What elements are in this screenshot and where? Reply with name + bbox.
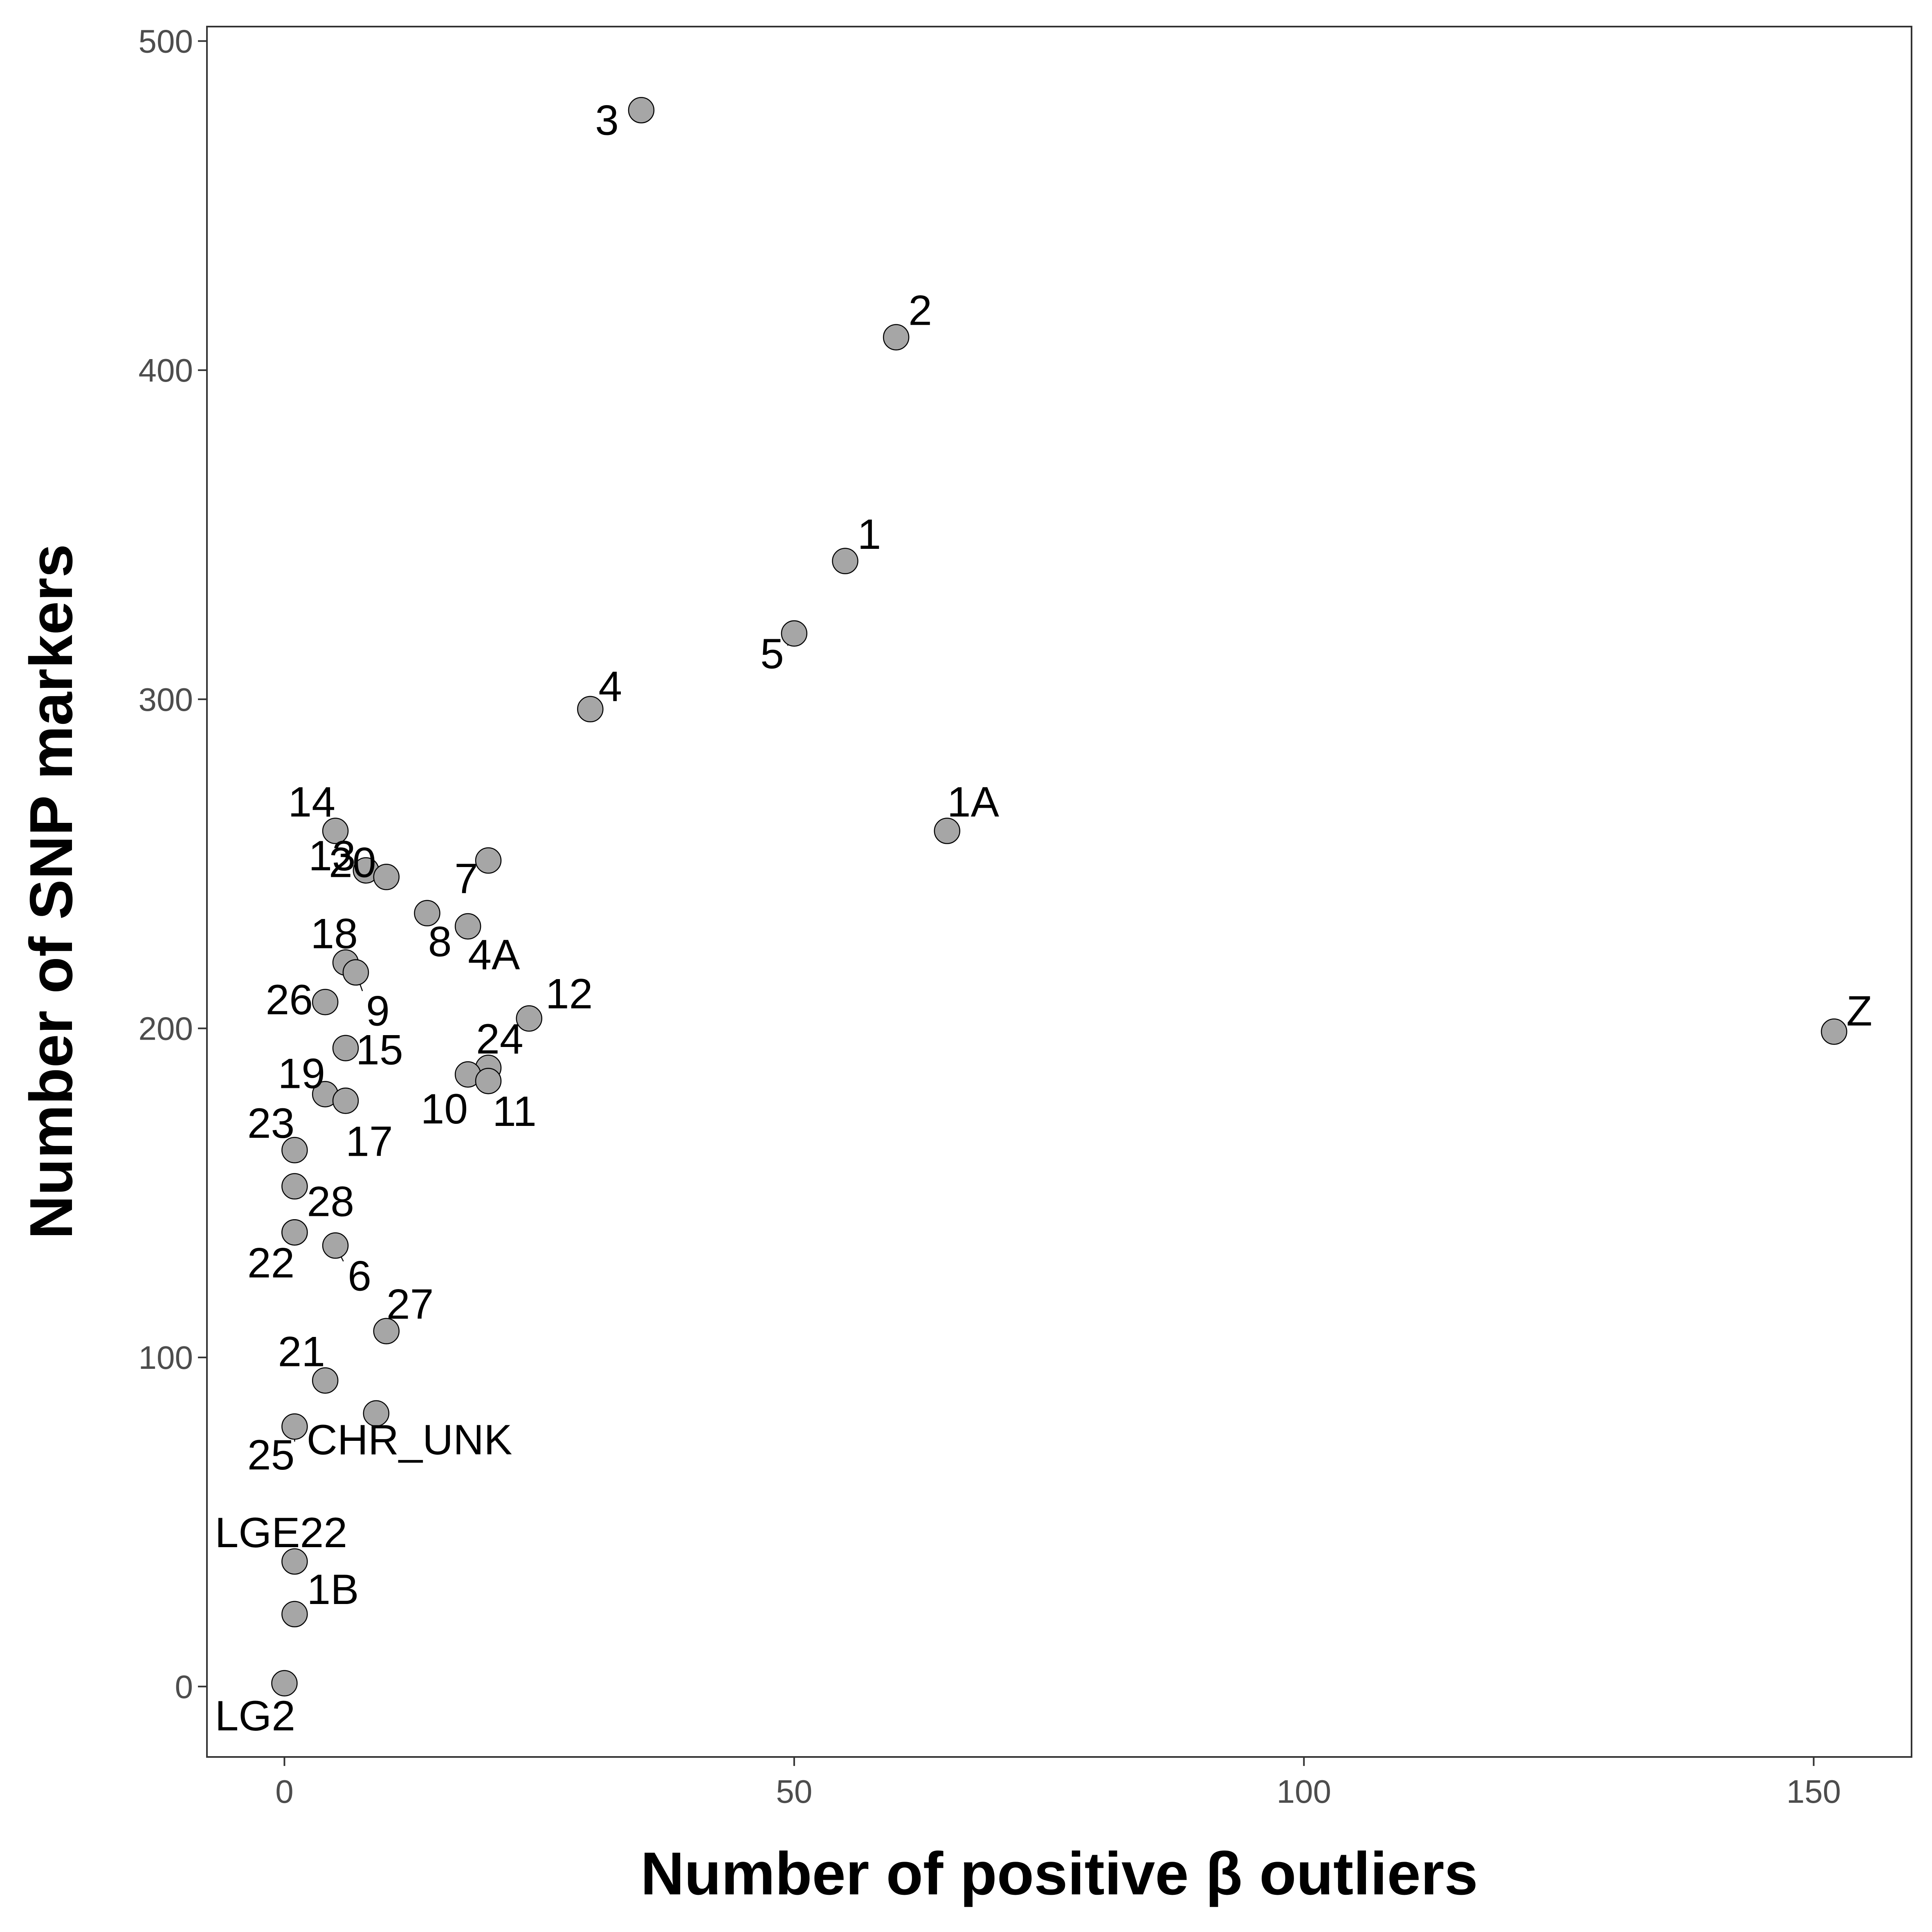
data-point: [332, 1035, 359, 1061]
data-point: [373, 1318, 400, 1344]
y-tick-label: 0: [175, 1669, 193, 1705]
point-label: 24: [476, 1015, 523, 1063]
data-point: [271, 1670, 298, 1697]
data-point: [832, 548, 858, 575]
point-label: 2: [908, 287, 932, 335]
x-tick-label: 0: [275, 1773, 294, 1810]
y-tick-label: 100: [139, 1339, 193, 1376]
point-label: 7: [454, 855, 478, 903]
point-label: 4: [598, 663, 622, 710]
point-label: 3: [595, 97, 619, 144]
data-point: [281, 1219, 308, 1246]
data-point: [281, 1137, 308, 1164]
point-label: 10: [420, 1085, 468, 1133]
point-label: 13: [308, 832, 356, 880]
panel-border: [206, 26, 1912, 1758]
data-point: [363, 1400, 390, 1427]
y-axis-ticks: 0 100 200 300 400 500: [139, 23, 207, 1705]
point-label: 17: [346, 1118, 393, 1165]
point-label: CHR_UNK: [307, 1416, 512, 1464]
y-axis-title: Number of SNP markers: [18, 544, 85, 1239]
data-point: [1821, 1018, 1847, 1045]
point-label: 18: [310, 910, 358, 958]
data-point: [281, 1601, 308, 1628]
data-points: [271, 97, 1847, 1697]
data-point: [373, 864, 400, 890]
x-tick-label: 50: [776, 1773, 812, 1810]
x-tick-label: 100: [1277, 1773, 1331, 1810]
point-label: 25: [247, 1431, 295, 1479]
point-label: 11: [492, 1088, 537, 1135]
point-label: 15: [356, 1027, 403, 1074]
point-label: 12: [546, 970, 593, 1018]
point-label: 5: [760, 630, 784, 678]
data-point: [475, 1067, 502, 1094]
point-label: 23: [247, 1100, 295, 1147]
data-point: [312, 988, 339, 1015]
data-point: [454, 913, 481, 940]
data-point: [342, 959, 369, 986]
data-point: [414, 900, 440, 927]
point-label: 20: [329, 839, 376, 886]
x-tick-label: 150: [1786, 1773, 1841, 1810]
y-tick-label: 200: [139, 1010, 193, 1047]
data-point: [281, 1548, 308, 1575]
data-point: [281, 1413, 308, 1440]
data-point: [516, 1005, 542, 1032]
point-label: 1B: [307, 1566, 359, 1613]
x-axis-title: Number of positive β outliers: [640, 1840, 1478, 1907]
point-label: 1A: [947, 779, 1000, 826]
point-label: 6: [348, 1253, 371, 1300]
point-label: 4A: [468, 931, 520, 979]
y-tick-label: 300: [139, 681, 193, 718]
point-label: 21: [278, 1328, 325, 1375]
data-point: [322, 1232, 349, 1259]
data-point: [332, 1087, 359, 1114]
y-tick-label: 500: [139, 23, 193, 59]
data-point: [322, 818, 349, 844]
data-point: [281, 1173, 308, 1200]
data-point: [781, 620, 808, 647]
x-axis-ticks: 0 50 100 150: [275, 1757, 1841, 1810]
point-label: 14: [288, 779, 335, 826]
data-point: [934, 818, 961, 844]
point-label: 28: [307, 1178, 354, 1225]
point-label: 22: [247, 1239, 295, 1287]
point-label: LG2: [215, 1692, 295, 1740]
data-point: [883, 324, 910, 350]
point-label: LGE22: [215, 1509, 347, 1557]
point-label: 1: [858, 511, 881, 558]
point-label: 9: [366, 988, 390, 1035]
point-label: 8: [428, 918, 452, 966]
data-point: [312, 1367, 339, 1394]
point-label: 19: [278, 1050, 325, 1097]
data-point: [628, 97, 655, 124]
point-label: 26: [265, 976, 313, 1024]
point-label: Z: [1847, 987, 1873, 1035]
data-point: [577, 696, 604, 723]
y-tick-label: 400: [139, 352, 193, 389]
point-label: 27: [386, 1281, 434, 1328]
data-point: [475, 847, 502, 874]
